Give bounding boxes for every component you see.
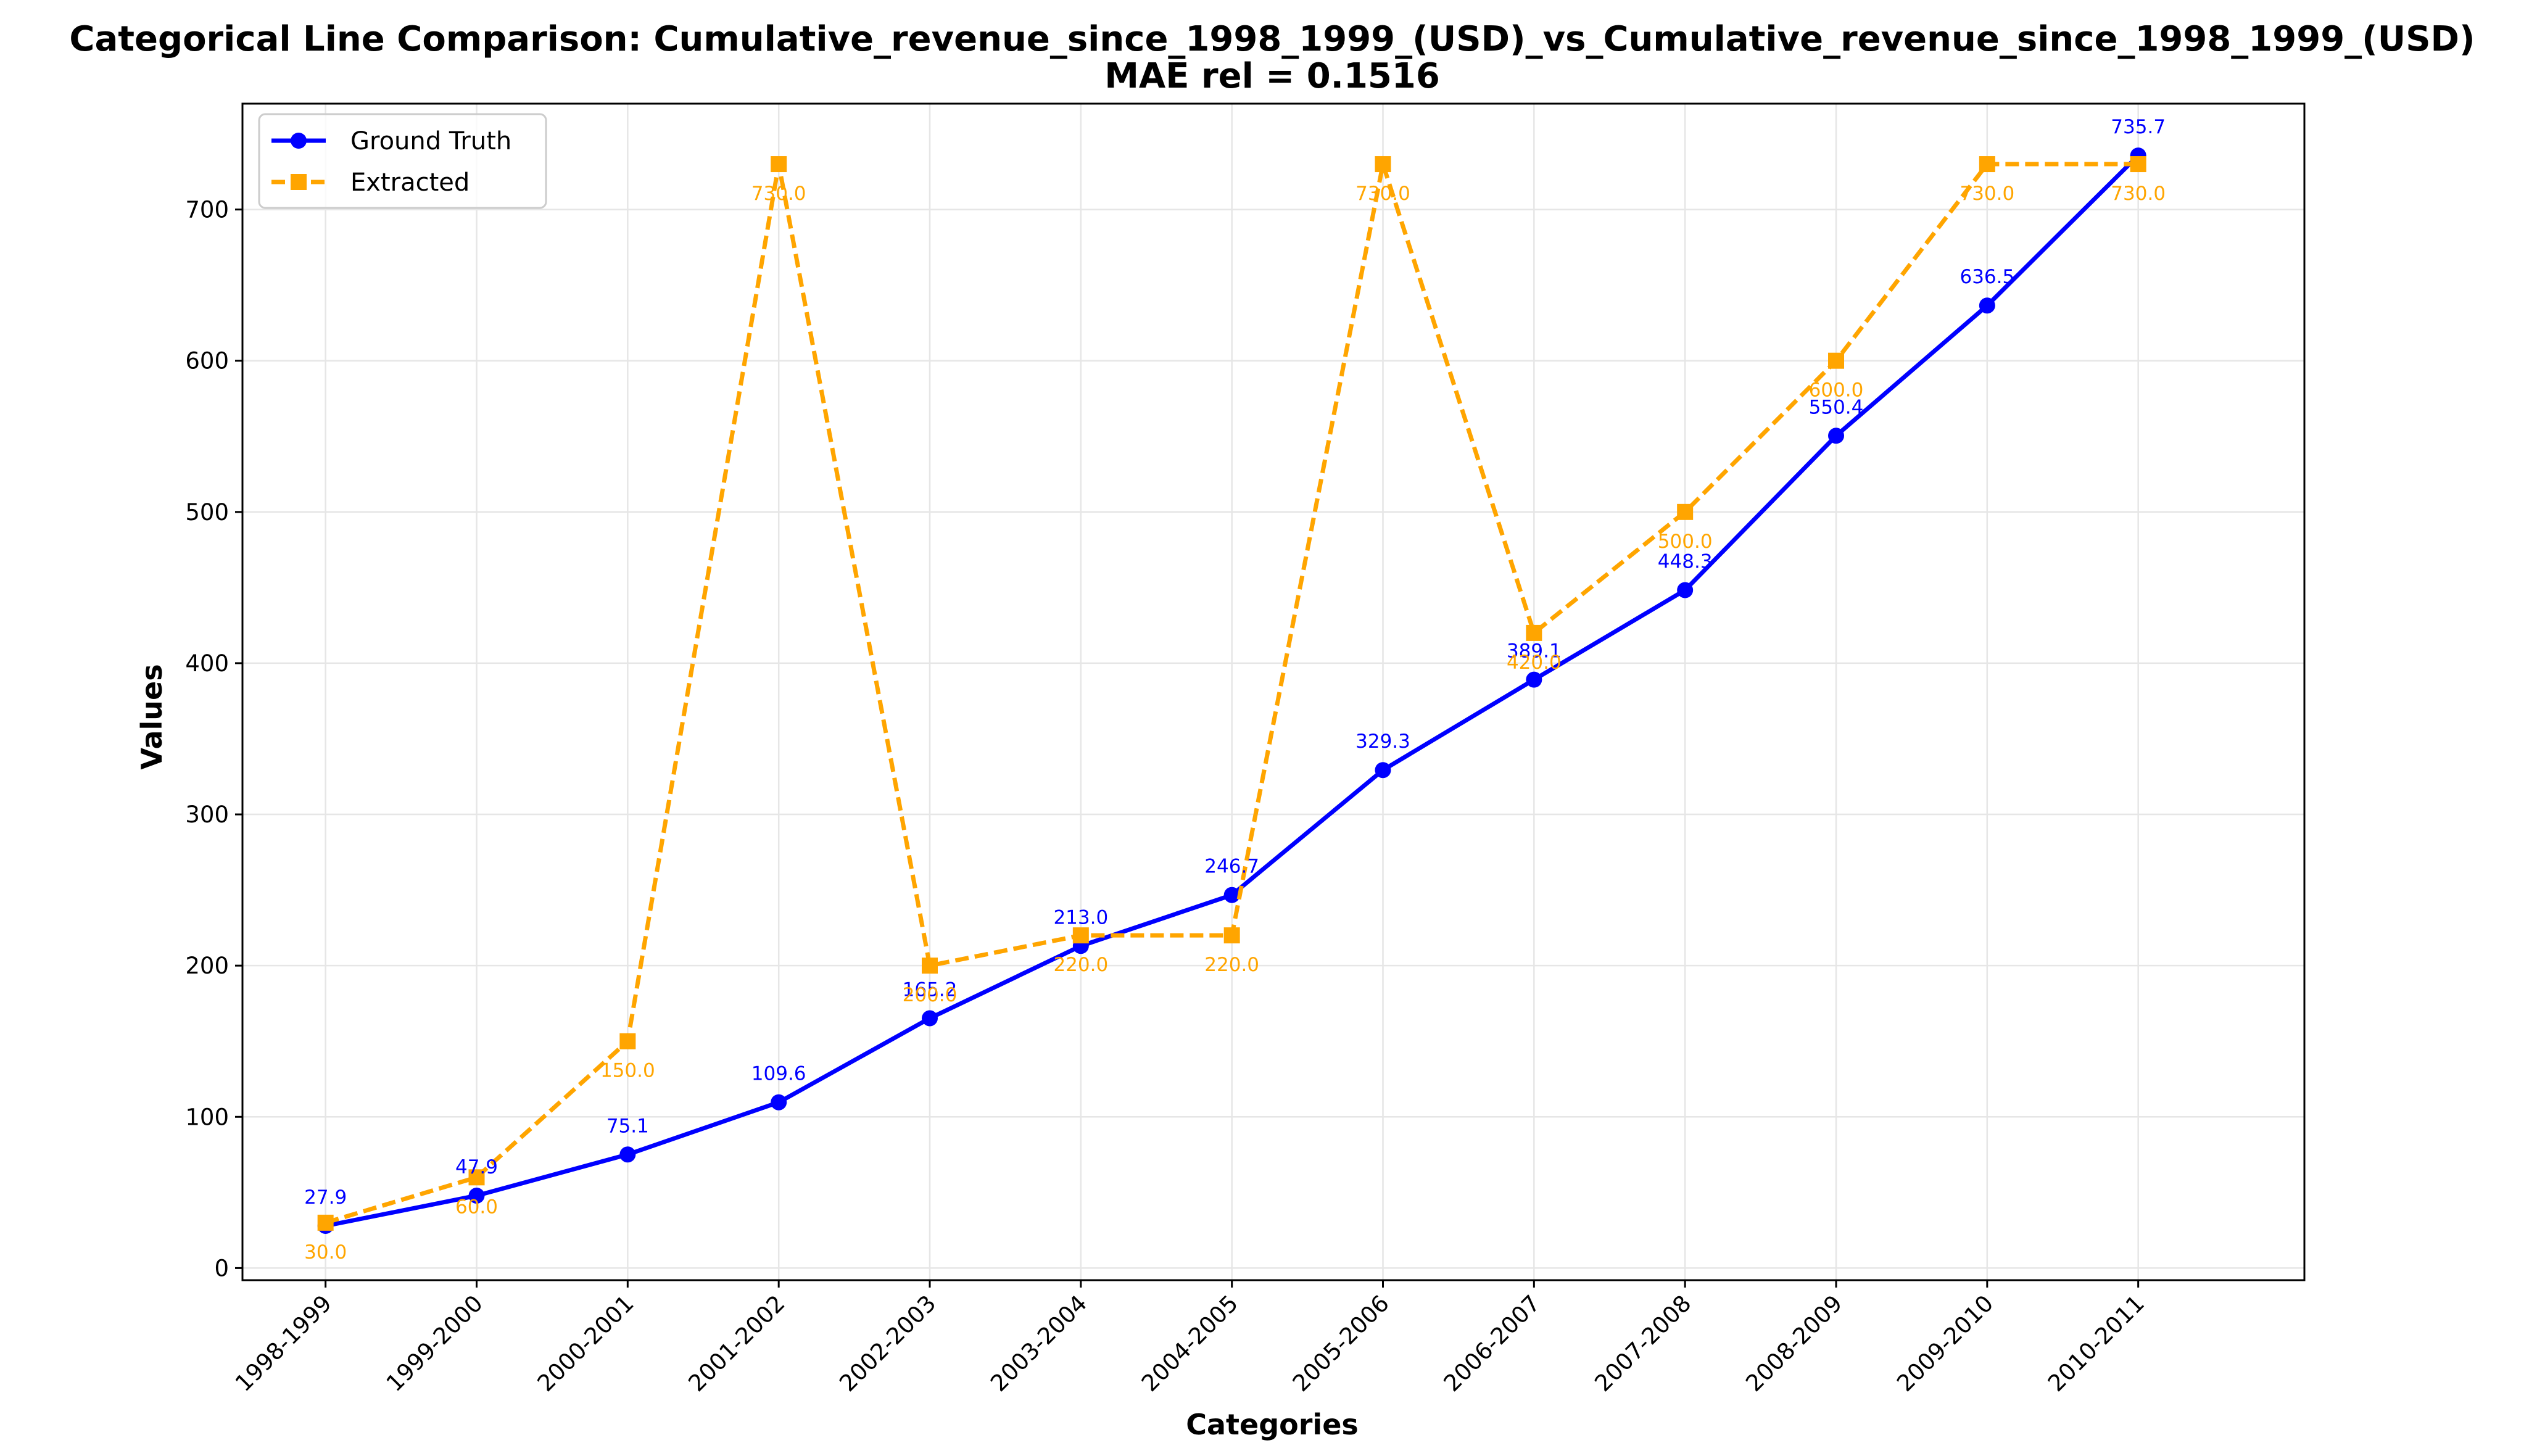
legend-label-ground-truth: Ground Truth	[350, 127, 511, 155]
data-label: 165.2	[903, 978, 958, 1001]
data-point	[619, 1146, 636, 1163]
data-label: 109.6	[751, 1063, 806, 1085]
y-tick-label: 200	[185, 953, 229, 979]
data-point	[771, 156, 787, 173]
data-label: 600.0	[1809, 379, 1864, 402]
data-label: 246.7	[1204, 856, 1259, 878]
data-point	[1375, 762, 1391, 779]
data-point	[1526, 624, 1542, 641]
data-label: 213.0	[1053, 906, 1108, 929]
data-label: 730.0	[1959, 183, 2014, 205]
data-point	[1526, 671, 1542, 688]
data-point	[468, 1187, 485, 1204]
data-point	[1223, 927, 1240, 944]
data-point	[1677, 582, 1694, 598]
data-label: 75.1	[606, 1115, 649, 1137]
data-point	[1828, 352, 1845, 369]
y-tick-label: 700	[185, 197, 229, 223]
legend: Ground Truth Extracted	[258, 113, 547, 209]
data-label: 420.0	[1507, 651, 1562, 674]
y-tick-label: 100	[185, 1104, 229, 1130]
data-label: 220.0	[1204, 954, 1259, 976]
data-label: 730.0	[2111, 183, 2166, 205]
data-point	[922, 958, 938, 974]
series-layer	[317, 147, 2146, 1235]
y-tick-label: 600	[185, 348, 229, 374]
grid	[242, 104, 2304, 1280]
data-label: 636.5	[1959, 266, 2014, 288]
data-point	[1375, 156, 1391, 173]
plot-frame	[241, 102, 2306, 1281]
data-label: 389.1	[1507, 640, 1562, 663]
data-labels: 27.9 47.9 75.1 109.6 165.2 213.0 246.7 329.3 389…	[304, 116, 2166, 1264]
chart-subtitle: MAE rel = 0.1516	[1104, 56, 1440, 96]
x-axis-label: Categories	[1186, 1408, 1359, 1441]
legend-box	[258, 113, 547, 209]
data-label: 47.9	[455, 1156, 498, 1178]
data-label: 27.9	[304, 1186, 347, 1209]
data-point	[2130, 156, 2146, 173]
y-tick-label: 300	[185, 801, 229, 828]
legend-marker-ground-truth	[291, 133, 307, 149]
chart-title: Categorical Line Comparison: Cumulative_…	[69, 19, 2475, 59]
y-tick-label: 500	[185, 499, 229, 526]
legend-label-extracted: Extracted	[350, 168, 470, 197]
data-point	[1223, 887, 1240, 903]
y-tick-label: 0	[214, 1255, 229, 1281]
data-point	[1072, 927, 1089, 944]
data-point	[317, 1214, 334, 1231]
legend-marker-extracted	[291, 174, 307, 190]
data-point	[619, 1033, 636, 1049]
data-label: 448.3	[1658, 551, 1713, 573]
data-label: 220.0	[1053, 954, 1108, 976]
data-label: 30.0	[304, 1241, 347, 1264]
data-point	[771, 1094, 787, 1111]
data-label: 150.0	[600, 1060, 655, 1082]
data-label: 200.0	[903, 984, 958, 1006]
data-point	[1979, 156, 1995, 173]
data-label: 329.3	[1355, 730, 1410, 753]
data-label: 730.0	[751, 183, 806, 205]
y-tick-label: 400	[185, 650, 229, 677]
y-axis-label: Values	[135, 664, 168, 769]
data-label: 500.0	[1658, 531, 1713, 553]
data-point	[1677, 503, 1694, 520]
data-point	[468, 1169, 485, 1186]
data-point	[1828, 428, 1845, 444]
data-point	[1979, 297, 1995, 314]
data-label: 550.4	[1809, 396, 1864, 418]
data-label: 730.0	[1355, 183, 1410, 205]
data-point	[922, 1010, 938, 1027]
data-label: 60.0	[455, 1196, 498, 1218]
data-label: 735.7	[2111, 116, 2166, 138]
